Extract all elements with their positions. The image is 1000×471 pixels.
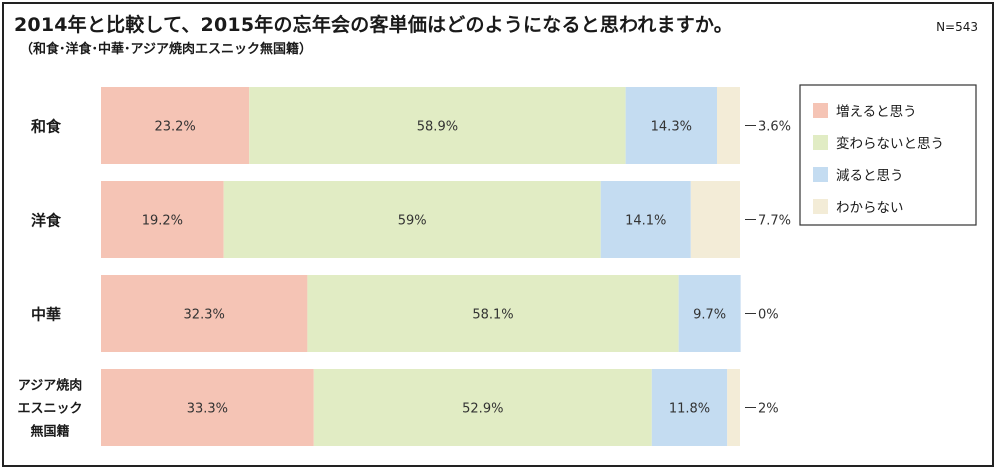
- chart-title: 2014年と比較して、2015年の忘年会の客単価はどのようになると思われますか。: [14, 14, 733, 36]
- data-label: 9.7%: [693, 308, 726, 323]
- bar-segment: [249, 87, 626, 164]
- bar-segment: [716, 87, 740, 164]
- category-label-line: アジア焼肉: [18, 378, 82, 394]
- bar-segment: [727, 369, 740, 446]
- data-label: 7.7%: [758, 214, 791, 229]
- category-label-line: 無国籍: [30, 424, 69, 440]
- legend-label: わからない: [836, 200, 904, 216]
- legend-label: 減ると思う: [836, 167, 904, 184]
- legend-swatch: [813, 199, 828, 214]
- legend-box: [799, 84, 977, 226]
- data-label: 58.9%: [417, 120, 458, 135]
- legend-swatch: [813, 167, 828, 182]
- bar-segment: [313, 369, 652, 446]
- data-label: 19.2%: [142, 214, 183, 229]
- legend-label: 変わらないと思う: [836, 135, 944, 152]
- category-label: 洋食: [31, 212, 62, 230]
- legend-swatch: [813, 103, 828, 118]
- bar-segment: [101, 275, 308, 352]
- category-label: 和食: [31, 118, 62, 136]
- legend-swatch: [813, 135, 828, 150]
- data-label: 33.3%: [187, 402, 228, 417]
- bar-segment: [625, 87, 717, 164]
- data-label: 32.3%: [184, 308, 225, 323]
- sample-size-label: N=543: [936, 20, 978, 34]
- data-label: 11.8%: [669, 402, 710, 417]
- data-label: 52.9%: [462, 402, 503, 417]
- category-label-line: エスニック: [17, 402, 82, 417]
- data-label: 2%: [758, 402, 779, 417]
- data-label: 0%: [758, 308, 779, 323]
- data-label: 58.1%: [472, 308, 513, 323]
- category-label: 中華: [31, 306, 61, 324]
- data-label: 23.2%: [154, 120, 195, 135]
- bar-segment: [101, 87, 250, 164]
- data-label: 14.1%: [625, 214, 666, 229]
- chart-subtitle: （和食･洋食･中華･アジア焼肉エスニック無国籍）: [20, 42, 312, 57]
- bar-segment: [690, 181, 740, 258]
- bar-segment: [101, 181, 224, 258]
- data-label: 3.6%: [758, 120, 791, 135]
- bar-segment: [600, 181, 691, 258]
- bar-segment: [101, 369, 314, 446]
- legend-label: 増えると思う: [836, 104, 917, 120]
- data-label: 59%: [398, 214, 427, 229]
- bar-segment: [678, 275, 741, 352]
- bar-segment: [307, 275, 679, 352]
- data-label: 14.3%: [651, 120, 692, 135]
- bar-segment: [223, 181, 601, 258]
- bar-segment: [651, 369, 728, 446]
